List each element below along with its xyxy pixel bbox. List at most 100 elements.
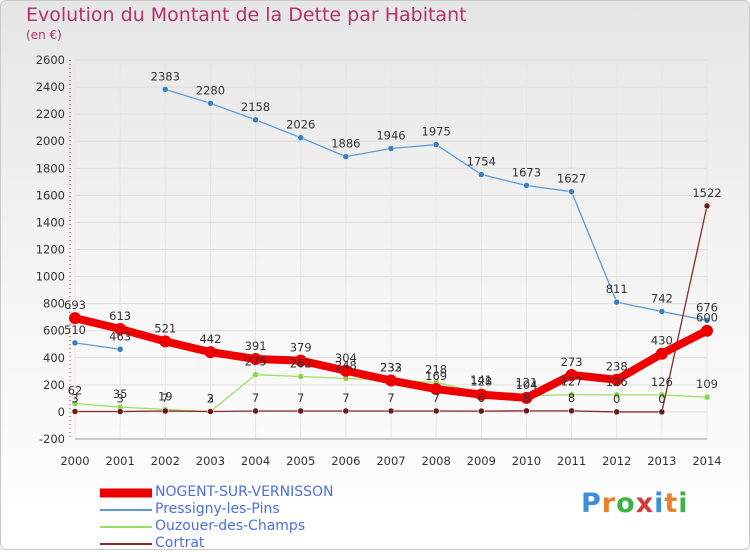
y-tick-label: 200	[43, 378, 65, 392]
data-label: 127	[561, 375, 583, 389]
data-point	[701, 324, 713, 337]
data-point	[342, 407, 350, 415]
data-point	[565, 368, 578, 381]
data-label: 676	[696, 300, 718, 314]
x-tick-label: 2002	[151, 454, 180, 468]
y-tick-label: 2200	[36, 107, 65, 121]
data-point	[69, 312, 81, 325]
data-point	[658, 408, 666, 416]
proxiti-logo: Proxiti	[581, 488, 689, 519]
x-tick-label: 2006	[331, 454, 360, 468]
data-label: 442	[199, 332, 221, 346]
x-tick-label: 2000	[60, 454, 89, 468]
legend-label: Ouzouer-des-Champs	[155, 518, 306, 534]
data-point	[568, 391, 575, 398]
data-point	[207, 408, 214, 415]
x-tick-label: 2011	[557, 454, 586, 468]
logo-letter: i	[654, 488, 665, 519]
data-label: 2280	[196, 83, 225, 97]
data-label: 109	[696, 377, 718, 391]
data-label: 273	[561, 355, 583, 369]
data-label: 126	[651, 375, 673, 389]
logo-letter: t	[664, 488, 679, 519]
data-label: 232	[380, 361, 402, 375]
chart-subtitle: (en €)	[26, 28, 62, 42]
y-tick-label: 2000	[36, 134, 65, 148]
data-point	[71, 339, 79, 347]
data-point	[475, 388, 488, 401]
data-point	[71, 400, 79, 407]
data-point	[385, 374, 397, 387]
data-label: 600	[696, 311, 718, 325]
legend-label: Cortrat	[155, 535, 205, 551]
data-label: 121	[515, 376, 537, 390]
data-point	[342, 153, 350, 160]
data-point	[339, 364, 352, 377]
legend-item: Pressigny-les-Pins	[100, 501, 400, 518]
legend-item: Ouzouer-des-Champs	[100, 518, 400, 535]
legend-swatch	[100, 508, 152, 511]
legend: NOGENT-SUR-VERNISSON Pressigny-les-Pins Ou…	[100, 484, 400, 552]
logo-letter: i	[678, 488, 689, 519]
y-tick-label: -200	[39, 432, 65, 446]
x-tick-label: 2009	[467, 454, 496, 468]
data-label: 1754	[467, 155, 496, 169]
data-point	[297, 373, 304, 380]
legend-swatch	[100, 542, 152, 545]
data-point	[613, 391, 620, 399]
x-tick-label: 2012	[602, 454, 631, 468]
data-point	[613, 408, 620, 416]
data-label: 1946	[376, 129, 405, 143]
data-point	[568, 188, 575, 195]
x-tick-label: 2014	[692, 454, 721, 468]
y-tick-label: 2400	[36, 80, 65, 94]
data-label: 0	[613, 392, 620, 406]
data-label: 1673	[512, 165, 541, 179]
data-label: 104	[515, 378, 537, 392]
data-point	[252, 116, 259, 124]
data-point	[116, 408, 124, 415]
x-tick-label: 2010	[512, 454, 541, 468]
data-label: 19	[158, 389, 173, 403]
y-tick-label: 1600	[36, 188, 65, 202]
data-label: 0	[658, 392, 665, 406]
x-tick-label: 2005	[286, 454, 315, 468]
data-label: 141	[470, 373, 492, 387]
data-label: 233	[380, 360, 402, 374]
data-label: 7	[342, 391, 349, 405]
data-point	[478, 407, 485, 415]
data-label: 8	[523, 391, 530, 405]
y-tick-label: 400	[43, 351, 65, 365]
data-label: 248	[335, 358, 357, 372]
data-point	[162, 86, 169, 93]
data-point	[252, 371, 259, 378]
logo-letter: o	[616, 488, 636, 519]
data-point	[159, 335, 172, 348]
data-label: 1522	[692, 186, 721, 200]
y-tick-label: 1800	[36, 161, 65, 175]
data-label: 238	[606, 360, 628, 374]
data-label: 128	[470, 375, 492, 389]
data-label: 3	[71, 392, 78, 406]
logo-letter: x	[635, 488, 655, 519]
data-point	[432, 407, 440, 415]
data-label: 8	[568, 391, 575, 405]
data-label: 3	[116, 392, 123, 406]
data-point	[207, 100, 214, 107]
data-label: 262	[290, 356, 312, 370]
data-label: 2	[207, 392, 214, 406]
data-label: 391	[245, 339, 267, 353]
data-label: 126	[606, 375, 628, 389]
data-point	[252, 407, 259, 415]
data-point	[703, 317, 711, 324]
data-point	[703, 393, 711, 401]
data-point	[249, 353, 262, 366]
data-label: 811	[606, 282, 628, 296]
data-label: 463	[109, 329, 131, 343]
data-label: 1886	[331, 137, 360, 151]
y-tick-label: 1000	[36, 270, 65, 284]
data-point	[478, 171, 485, 178]
legend-item: Cortrat	[100, 535, 400, 552]
data-label: 379	[290, 341, 312, 355]
